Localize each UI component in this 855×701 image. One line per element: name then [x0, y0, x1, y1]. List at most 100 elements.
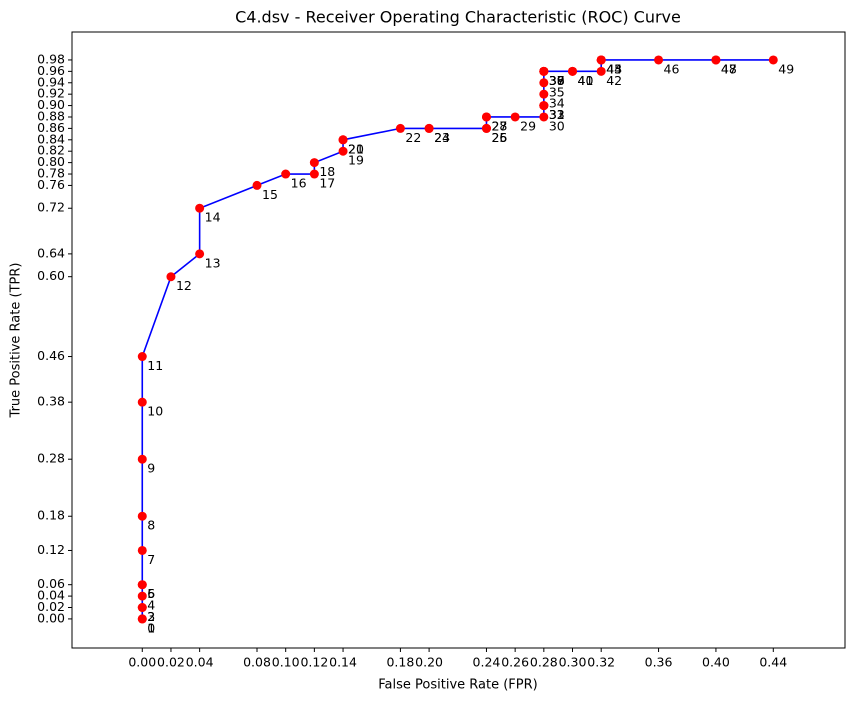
y-tick-label: 0.00: [37, 610, 65, 625]
y-tick-label: 0.96: [37, 63, 65, 78]
roc-point: [137, 614, 147, 624]
point-label: 33: [549, 107, 565, 122]
y-tick-label: 0.98: [37, 51, 65, 66]
point-label: 31: [549, 107, 565, 122]
point-label: 10: [147, 404, 163, 419]
point-label: 32: [549, 107, 565, 122]
x-tick-label: 0.32: [587, 655, 615, 670]
x-tick-label: 0.36: [645, 655, 673, 670]
point-label: 4: [147, 598, 155, 613]
y-tick-label: 0.78: [37, 166, 65, 181]
roc-point: [539, 101, 549, 111]
point-label: 24: [434, 130, 450, 145]
y-tick-label: 0.82: [37, 143, 65, 158]
y-tick-label: 0.12: [37, 542, 65, 557]
roc-point: [137, 580, 147, 590]
roc-point: [137, 454, 147, 464]
point-label: 20: [348, 141, 364, 156]
point-label: 44: [606, 61, 622, 76]
roc-point: [195, 203, 205, 213]
point-label: 16: [291, 176, 307, 191]
x-tick-label: 0.24: [473, 655, 501, 670]
roc-point: [539, 89, 549, 99]
point-label: 7: [147, 552, 155, 567]
point-label: 41: [578, 73, 594, 88]
y-tick-label: 0.64: [37, 245, 65, 260]
point-label: 39: [549, 73, 565, 88]
point-label: 8: [147, 518, 155, 533]
point-label: 27: [491, 118, 507, 133]
point-label: 42: [606, 73, 622, 88]
point-label: 29: [520, 118, 536, 133]
point-label: 37: [549, 73, 565, 88]
x-axis-label: False Positive Rate (FPR): [378, 678, 537, 693]
point-label: 25: [491, 130, 507, 145]
point-label: 49: [778, 61, 794, 76]
y-axis-label: True Positive Rate (TPR): [9, 263, 24, 419]
y-tick-label: 0.06: [37, 576, 65, 591]
roc-point: [539, 66, 549, 76]
point-label: 28: [491, 118, 507, 133]
x-tick-label: 0.10: [272, 655, 300, 670]
point-label: 1: [147, 620, 155, 635]
point-label: 46: [664, 61, 680, 76]
point-label: 43: [606, 61, 622, 76]
roc-point: [166, 272, 176, 282]
point-label: 34: [549, 96, 565, 111]
y-tick-label: 0.80: [37, 154, 65, 169]
point-label: 48: [721, 61, 737, 76]
roc-point: [309, 158, 319, 168]
roc-point: [137, 511, 147, 521]
x-tick-label: 0.18: [386, 655, 414, 670]
roc-point: [137, 397, 147, 407]
x-tick-label: 0.28: [530, 655, 558, 670]
y-tick-label: 0.60: [37, 268, 65, 283]
roc-point: [137, 591, 147, 601]
point-label: 45: [606, 61, 622, 76]
roc-point: [395, 123, 405, 133]
x-tick-label: 0.08: [243, 655, 271, 670]
roc-point: [539, 112, 549, 122]
roc-point: [195, 249, 205, 259]
y-tick-label: 0.90: [37, 97, 65, 112]
y-tick-label: 0.18: [37, 508, 65, 523]
chart-title: C4.dsv - Receiver Operating Characterist…: [235, 8, 681, 27]
point-label: 36: [549, 73, 565, 88]
point-label: 26: [491, 130, 507, 145]
y-tick-label: 0.38: [37, 394, 65, 409]
roc-point: [424, 123, 434, 133]
point-label: 17: [319, 176, 335, 191]
y-tick-label: 0.86: [37, 120, 65, 135]
point-label: 14: [205, 210, 221, 225]
roc-point: [654, 55, 664, 65]
roc-point: [338, 135, 348, 145]
y-tick-label: 0.76: [37, 177, 65, 192]
roc-point: [768, 55, 778, 65]
roc-point: [568, 66, 578, 76]
roc-line: [141, 59, 774, 619]
plot-frame: [71, 31, 846, 649]
point-label: 40: [578, 73, 594, 88]
y-tick-label: 0.72: [37, 200, 65, 215]
x-tick-label: 0.12: [300, 655, 328, 670]
y-tick-label: 0.04: [37, 588, 65, 603]
point-label: 5: [147, 586, 155, 601]
point-label: 6: [147, 586, 155, 601]
y-tick-label: 0.02: [37, 599, 65, 614]
point-label: 15: [262, 187, 278, 202]
roc-point: [481, 112, 491, 122]
x-tick-label: 0.00: [128, 655, 156, 670]
x-tick-label: 0.40: [702, 655, 730, 670]
point-label: 38: [549, 73, 565, 88]
y-tick-label: 0.88: [37, 108, 65, 123]
x-tick-label: 0.04: [186, 655, 214, 670]
point-label: 2: [147, 609, 155, 624]
roc-point: [510, 112, 520, 122]
x-tick-label: 0.30: [559, 655, 587, 670]
roc-point: [481, 123, 491, 133]
y-tick-label: 0.84: [37, 131, 65, 146]
roc-point: [252, 180, 262, 190]
roc-point: [338, 146, 348, 156]
x-tick-label: 0.44: [759, 655, 787, 670]
